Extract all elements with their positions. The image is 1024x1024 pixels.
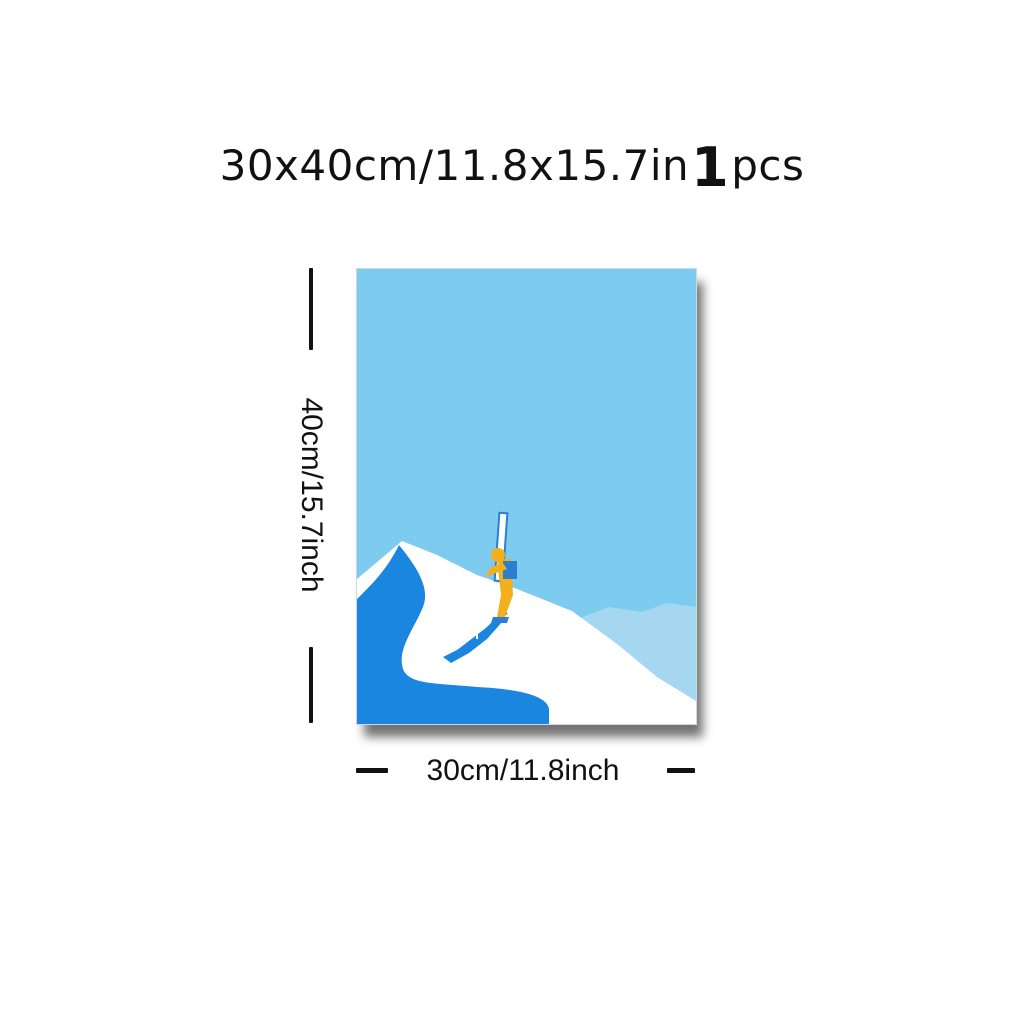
size-text: 30x40cm/11.8x15.7in	[219, 141, 690, 190]
height-bar-top	[309, 268, 313, 350]
snow-slope	[357, 541, 696, 724]
artwork	[356, 268, 697, 725]
skier	[485, 511, 517, 623]
height-bar-bottom	[309, 647, 313, 723]
quantity-number: 1	[691, 136, 730, 199]
height-dimension-line	[309, 268, 313, 723]
quantity-unit: pcs	[731, 141, 805, 190]
canvas-print	[356, 268, 703, 737]
ski-track-shadow	[357, 545, 549, 724]
width-bar-right	[667, 768, 695, 773]
width-bar-left	[356, 768, 388, 773]
height-label: 40cm/15.7inch	[295, 397, 328, 593]
product-size-headline: 30x40cm/11.8x15.7in1pcs	[0, 138, 1024, 196]
width-label: 30cm/11.8inch	[426, 754, 620, 787]
width-dimension-line	[356, 768, 695, 773]
